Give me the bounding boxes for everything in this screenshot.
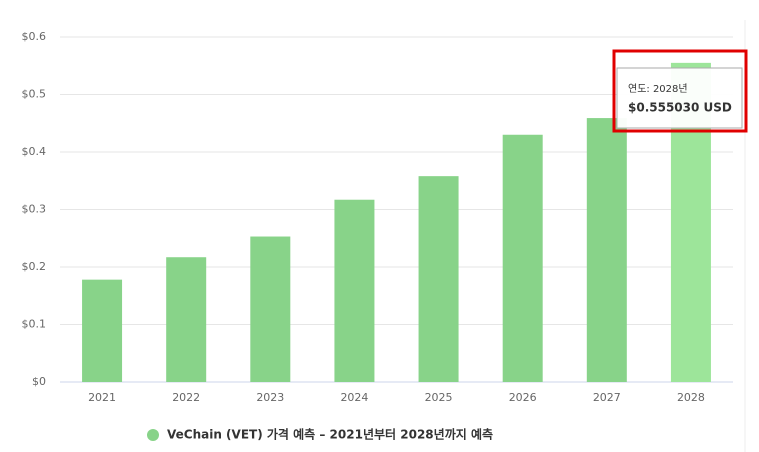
y-tick-label: $0.2 <box>22 260 47 273</box>
x-tick-label: 2028 <box>677 391 705 404</box>
y-tick-label: $0.1 <box>22 318 47 331</box>
x-tick-label: 2023 <box>256 391 284 404</box>
x-tick-label: 2021 <box>88 391 116 404</box>
tooltip-box <box>616 67 743 129</box>
legend-marker <box>147 429 159 441</box>
tooltip-value: $0.555030 USD <box>628 101 732 115</box>
x-tick-label: 2022 <box>172 391 200 404</box>
bar <box>418 176 459 382</box>
legend-label: VeChain (VET) 가격 예측 – 2021년부터 2028년까지 예측 <box>167 427 493 442</box>
bar <box>586 118 627 382</box>
x-tick-label: 2027 <box>593 391 621 404</box>
y-tick-label: $0.6 <box>22 30 47 43</box>
y-tick-label: $0 <box>32 375 46 388</box>
tooltip-title: 연도: 2028년 <box>628 83 688 95</box>
bar <box>82 279 123 382</box>
bar <box>166 257 207 382</box>
x-tick-label: 2026 <box>509 391 537 404</box>
bar <box>334 199 375 382</box>
y-tick-label: $0.5 <box>22 88 47 101</box>
bar <box>250 236 291 382</box>
x-tick-label: 2025 <box>425 391 453 404</box>
highlight-box <box>612 49 748 133</box>
x-tick-label: 2024 <box>340 391 368 404</box>
bar <box>502 134 543 382</box>
y-tick-label: $0.3 <box>22 203 47 216</box>
y-tick-label: $0.4 <box>22 145 47 158</box>
